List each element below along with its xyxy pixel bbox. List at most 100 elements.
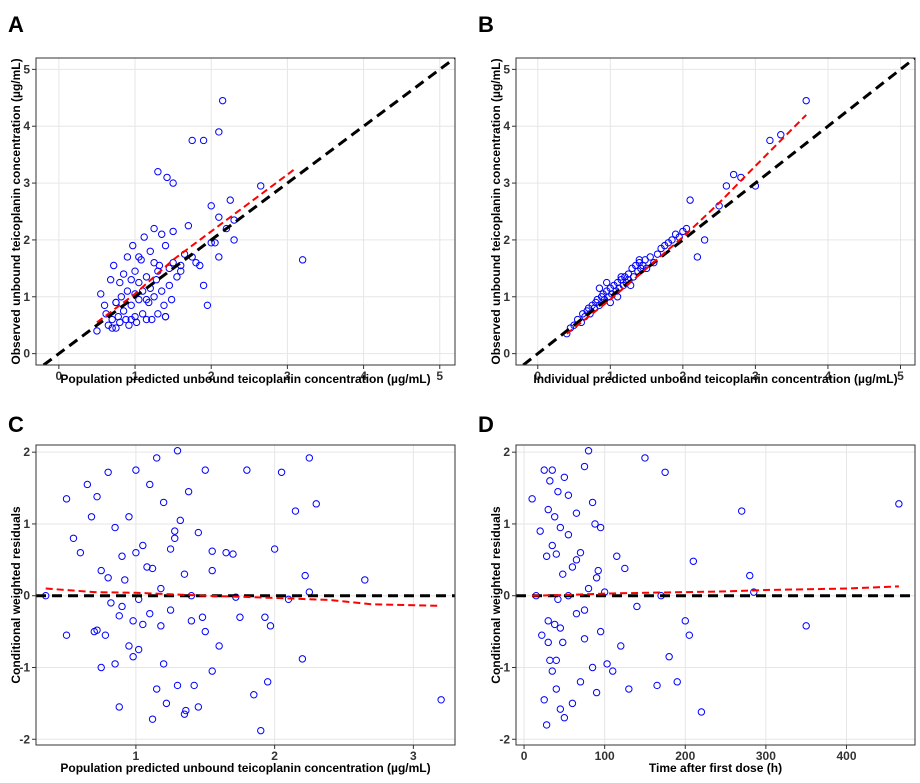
data-point bbox=[568, 699, 577, 708]
data-point bbox=[142, 273, 151, 281]
y-tick-label: -1 bbox=[499, 660, 510, 674]
data-point bbox=[97, 663, 105, 672]
data-point bbox=[588, 498, 597, 507]
data-point bbox=[552, 685, 561, 693]
data-point bbox=[222, 548, 230, 557]
gridlines bbox=[516, 58, 915, 365]
trend-line bbox=[45, 587, 442, 607]
data-point bbox=[129, 653, 137, 661]
data-point bbox=[131, 267, 139, 275]
data-point bbox=[169, 227, 177, 236]
y-axis-label: Observed unbound teicoplanin concentrati… bbox=[9, 58, 23, 364]
data-point bbox=[132, 466, 140, 474]
y-tick-label: 1 bbox=[503, 290, 510, 304]
data-point bbox=[184, 487, 193, 496]
data-point bbox=[263, 678, 272, 686]
data-points bbox=[93, 96, 307, 335]
data-point bbox=[62, 495, 71, 503]
data-point bbox=[118, 602, 126, 611]
data-point bbox=[646, 253, 654, 261]
data-point bbox=[104, 468, 112, 476]
data-point bbox=[572, 609, 581, 618]
data-point bbox=[157, 622, 165, 630]
data-point bbox=[291, 507, 300, 515]
data-point bbox=[603, 660, 611, 668]
y-tick-label: -2 bbox=[19, 732, 30, 746]
data-point bbox=[160, 301, 168, 310]
data-point bbox=[560, 473, 569, 481]
y-tick-label: 0 bbox=[503, 347, 510, 361]
data-point bbox=[148, 715, 157, 723]
data-point bbox=[673, 678, 681, 686]
data-point bbox=[596, 523, 605, 532]
plot-frame bbox=[515, 57, 916, 366]
data-point bbox=[544, 617, 552, 625]
data-point bbox=[118, 552, 126, 560]
data-point bbox=[129, 617, 137, 625]
data-points bbox=[528, 447, 903, 729]
data-point bbox=[591, 520, 599, 528]
data-point bbox=[122, 315, 130, 324]
data-point bbox=[542, 721, 551, 729]
data-point bbox=[215, 128, 223, 136]
data-point bbox=[69, 534, 78, 543]
data-point bbox=[106, 276, 115, 284]
data-point bbox=[546, 656, 554, 665]
data-point bbox=[538, 631, 546, 639]
data-point bbox=[201, 627, 209, 636]
data-point bbox=[617, 273, 625, 281]
data-point bbox=[554, 487, 562, 496]
data-point bbox=[642, 264, 651, 273]
data-point bbox=[750, 588, 758, 596]
data-point bbox=[542, 552, 551, 560]
data-point bbox=[116, 278, 124, 287]
data-point bbox=[596, 627, 605, 636]
data-point bbox=[116, 318, 124, 327]
panel-letter: B bbox=[478, 12, 494, 37]
data-point bbox=[556, 705, 565, 713]
data-point bbox=[777, 131, 785, 139]
x-axis-label: Individual predicted unbound teicoplanin… bbox=[533, 372, 897, 386]
x-tick-label: 100 bbox=[595, 749, 615, 763]
data-point bbox=[180, 570, 189, 578]
data-point bbox=[802, 622, 810, 630]
data-point bbox=[115, 612, 123, 620]
data-point bbox=[173, 681, 182, 690]
y-tick-label: 1 bbox=[23, 517, 30, 531]
data-point bbox=[154, 168, 162, 176]
data-point bbox=[76, 548, 85, 557]
panel-d: D 0 100 200 300 400 -2 -1 0 1 2 Time after first do… bbox=[478, 412, 916, 775]
data-point bbox=[226, 196, 234, 204]
y-tick-label: 4 bbox=[23, 119, 30, 133]
data-point bbox=[121, 576, 129, 584]
panel-letter: A bbox=[8, 12, 24, 37]
data-point bbox=[556, 523, 565, 532]
data-point bbox=[62, 631, 71, 639]
plot-frame bbox=[35, 444, 456, 746]
data-point bbox=[746, 571, 754, 580]
data-point bbox=[143, 563, 151, 571]
y-tick-label: 5 bbox=[503, 62, 510, 76]
data-point bbox=[653, 250, 662, 258]
x-tick-label: 0 bbox=[56, 369, 63, 383]
data-point bbox=[153, 685, 161, 693]
data-point bbox=[177, 267, 185, 275]
data-point bbox=[580, 606, 589, 614]
data-point bbox=[127, 301, 135, 310]
data-point bbox=[154, 310, 162, 318]
data-point bbox=[171, 534, 179, 543]
data-point bbox=[257, 182, 265, 190]
data-point bbox=[153, 454, 161, 462]
gridlines bbox=[516, 445, 915, 745]
data-point bbox=[182, 706, 190, 715]
data-point bbox=[722, 182, 731, 190]
data-point bbox=[802, 96, 810, 105]
identity-line bbox=[522, 58, 915, 365]
data-point bbox=[668, 236, 676, 244]
data-point bbox=[140, 233, 148, 241]
data-point bbox=[594, 566, 602, 575]
data-point bbox=[312, 500, 320, 508]
data-point bbox=[87, 513, 96, 521]
gridlines bbox=[36, 58, 455, 365]
